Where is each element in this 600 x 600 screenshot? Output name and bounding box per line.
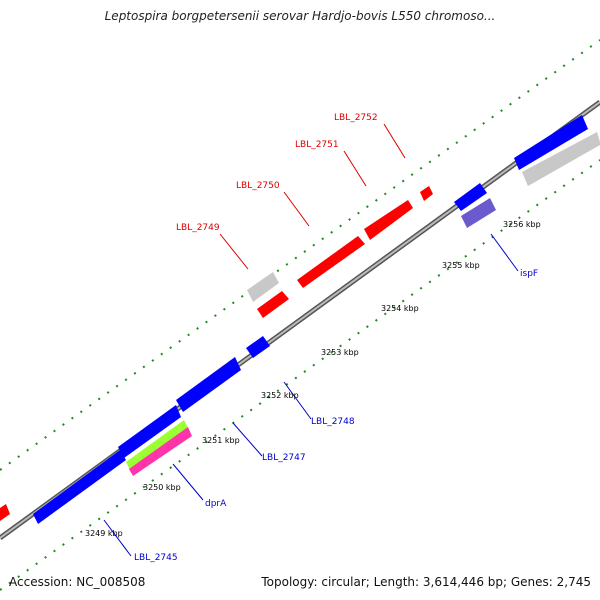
gene-blue-3 — [176, 357, 241, 412]
label-lbl-2752[interactable]: LBL_2752 — [334, 113, 378, 123]
gene-green — [126, 420, 188, 470]
gene-lbl-2749 — [257, 291, 289, 318]
gene-grey-right — [522, 132, 600, 186]
genome-summary: Topology: circular; Length: 3,614,446 bp… — [261, 575, 591, 589]
label-lbl-2751[interactable]: LBL_2751 — [295, 140, 339, 150]
tick-label-3256: 3256 kbp — [503, 220, 541, 229]
forward-genes[interactable] — [0, 186, 433, 521]
label-dpra[interactable]: dprA — [205, 499, 227, 509]
gene-blue-2 — [118, 405, 181, 458]
label-lbl-2750[interactable]: LBL_2750 — [236, 181, 280, 191]
map-title: Leptospira borgpetersenii serovar Hardjo… — [104, 9, 496, 23]
gene-blue-5 — [454, 183, 487, 211]
gene-lbl-2745 — [33, 450, 126, 524]
gene-dpra — [129, 427, 192, 476]
pseudo-genes[interactable] — [247, 132, 600, 302]
tick-label-3250: 3250 kbp — [143, 483, 181, 492]
label-lbl-2748[interactable]: LBL_2748 — [311, 417, 355, 427]
gene-blue-6 — [514, 115, 588, 170]
leader-lines — [103, 123, 519, 557]
reverse-genes[interactable] — [33, 115, 588, 524]
tick-label-3254: 3254 kbp — [381, 304, 419, 313]
gene-left-edge — [0, 504, 10, 521]
gene-lbl-2748 — [246, 336, 270, 358]
gene-lbl-2751 — [364, 200, 413, 240]
label-lbl-2747[interactable]: LBL_2747 — [262, 453, 306, 463]
gene-lbl-2752 — [420, 186, 433, 201]
gene-grey-left — [247, 272, 279, 302]
tick-ring-outer — [0, 39, 600, 471]
tick-label-3252: 3252 kbp — [261, 391, 299, 400]
accession-text: Accession: NC_008508 — [9, 575, 146, 589]
tick-label-3251: 3251 kbp — [202, 436, 240, 445]
label-lbl-2749[interactable]: LBL_2749 — [176, 223, 220, 233]
label-lbl-2745[interactable]: LBL_2745 — [134, 553, 178, 563]
tick-label-3253: 3253 kbp — [321, 348, 359, 357]
gene-ispf — [461, 198, 496, 228]
special-genes[interactable] — [126, 198, 496, 476]
tick-label-3249: 3249 kbp — [85, 529, 123, 538]
label-ispf[interactable]: ispF — [520, 269, 538, 279]
tick-label-3255: 3255 kbp — [442, 261, 480, 270]
gene-lbl-2750 — [297, 236, 365, 288]
